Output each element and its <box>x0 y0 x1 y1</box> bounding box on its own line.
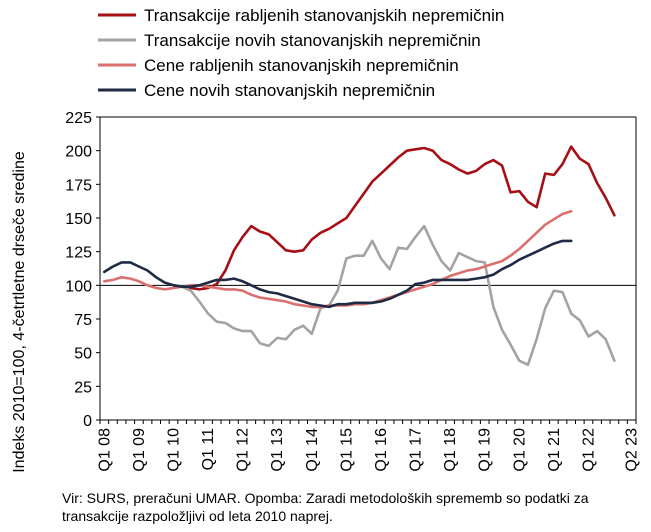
y-tick-label: 150 <box>65 211 92 228</box>
y-tick-label: 75 <box>74 312 92 329</box>
y-axis-label: Indeks 2010=100, 4-četrtletne drseče sre… <box>11 151 28 473</box>
legend-label-2: Transakcije novih stanovanjskih nepremič… <box>144 31 481 50</box>
y-tick-label: 25 <box>74 379 92 396</box>
x-tick-label: Q1 14 <box>304 428 321 472</box>
y-tick-label: 50 <box>74 346 92 363</box>
x-tick-label: Q1 12 <box>235 428 252 472</box>
x-tick-label: Q1 08 <box>96 428 113 472</box>
x-tick-label: Q1 09 <box>131 428 148 472</box>
x-tick-label: Q1 15 <box>338 428 355 472</box>
series-line-4 <box>103 239 573 309</box>
legend-label-3: Cene rabljenih stanovanjskih nepremičnin <box>144 56 459 75</box>
x-tick-label: Q1 10 <box>165 428 182 472</box>
x-tick-label: Q1 13 <box>269 428 286 472</box>
source-note: Vir: SURS, preračuni UMAR. Opomba: Zarad… <box>62 490 589 524</box>
plot-frame <box>99 116 637 421</box>
x-tick-label: Q1 11 <box>200 428 217 471</box>
y-tick-label: 100 <box>65 278 92 295</box>
y-tick-label: 200 <box>65 144 92 161</box>
x-tick-label: Q2 23 <box>624 428 641 472</box>
x-tick-label: Q1 17 <box>408 428 425 472</box>
legend-label-1: Transakcije rabljenih stanovanjskih nepr… <box>144 6 504 25</box>
x-tick-label: Q1 16 <box>373 428 390 472</box>
legend-label-4: Cene novih stanovanjskih nepremičnin <box>144 81 435 100</box>
x-tick-label: Q1 19 <box>477 428 494 472</box>
y-tick-label: 125 <box>65 245 92 262</box>
x-tick-label: Q1 18 <box>442 428 459 472</box>
x-axis: Q1 08 Q1 09 Q1 10 Q1 11 Q1 12 Q1 13 Q1 14 Q1 15… <box>96 420 641 472</box>
legend: Transakcije rabljenih stanovanjskih nepr… <box>98 6 504 100</box>
y-axis: 0 25 50 75 100 125 150 175 200 225 <box>65 110 100 430</box>
x-tick-label: Q1 22 <box>580 428 597 472</box>
plot-lines <box>103 145 616 367</box>
x-tick-label: Q1 21 <box>546 428 563 472</box>
x-tick-label: Q1 20 <box>511 428 528 472</box>
series-line-2 <box>172 224 616 367</box>
y-tick-label: 175 <box>65 177 92 194</box>
y-tick-label: 225 <box>65 110 92 127</box>
series-line-1 <box>172 145 616 291</box>
y-tick-label: 0 <box>83 413 92 430</box>
